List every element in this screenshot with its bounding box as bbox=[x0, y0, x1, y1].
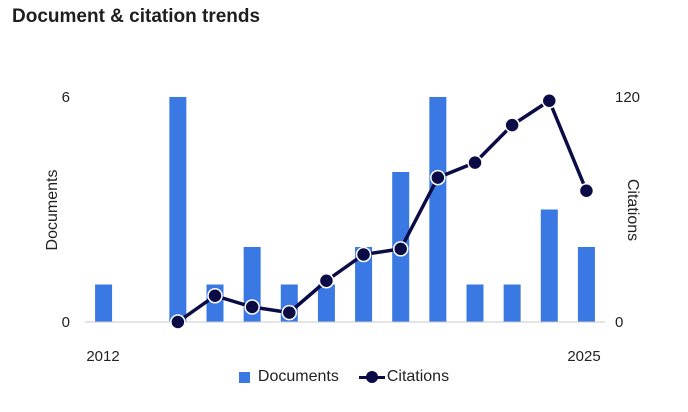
legend-label-documents: Documents bbox=[257, 368, 339, 385]
documents-swatch bbox=[238, 371, 250, 383]
bar-documents-2018[interactable] bbox=[317, 284, 335, 323]
citations-swatch-dot bbox=[365, 371, 378, 383]
bar-documents-2025[interactable] bbox=[577, 247, 595, 322]
bar-documents-2019[interactable] bbox=[355, 247, 373, 322]
citations-line-layer bbox=[170, 93, 595, 330]
left-axis-title: Documents bbox=[44, 170, 61, 251]
point-citations-2016[interactable] bbox=[244, 299, 260, 315]
citations-swatch bbox=[358, 371, 385, 383]
left-tick-0: 0 bbox=[62, 314, 70, 331]
chart-title: Document & citation trends bbox=[12, 6, 261, 27]
left-tick-1: 6 bbox=[62, 89, 70, 106]
point-citations-2022[interactable] bbox=[467, 154, 483, 171]
bar-documents-2014[interactable] bbox=[169, 97, 187, 322]
point-citations-2023[interactable] bbox=[504, 117, 520, 133]
right-axis-title: Citations bbox=[624, 179, 641, 241]
point-citations-2024[interactable] bbox=[541, 93, 558, 109]
legend-label-citations: Citations bbox=[386, 368, 450, 385]
legend-item-documents[interactable]: Documents bbox=[238, 368, 339, 386]
point-citations-2018[interactable] bbox=[318, 273, 335, 289]
right-tick-1: 120 bbox=[615, 89, 640, 106]
point-citations-2025[interactable] bbox=[578, 183, 595, 199]
right-tick-0: 0 bbox=[615, 314, 623, 331]
citations-line bbox=[176, 99, 589, 324]
point-citations-2021[interactable] bbox=[430, 169, 446, 186]
x-tick-last: 2025 bbox=[567, 348, 600, 365]
x-tick-first: 2012 bbox=[86, 348, 119, 365]
legend: Documents Citations bbox=[0, 368, 688, 386]
bar-documents-2023[interactable] bbox=[503, 284, 521, 323]
point-citations-2014[interactable] bbox=[170, 314, 186, 330]
documents-bars bbox=[95, 97, 595, 322]
point-citations-2015[interactable] bbox=[207, 288, 223, 304]
bar-documents-2022[interactable] bbox=[466, 284, 484, 323]
point-citations-2020[interactable] bbox=[392, 241, 409, 257]
bar-documents-2012[interactable] bbox=[95, 284, 113, 323]
bar-documents-2024[interactable] bbox=[540, 209, 558, 323]
point-citations-2019[interactable] bbox=[355, 246, 372, 263]
point-citations-2017[interactable] bbox=[281, 304, 298, 321]
legend-item-citations[interactable]: Citations bbox=[358, 368, 450, 386]
bar-documents-2021[interactable] bbox=[429, 97, 447, 322]
